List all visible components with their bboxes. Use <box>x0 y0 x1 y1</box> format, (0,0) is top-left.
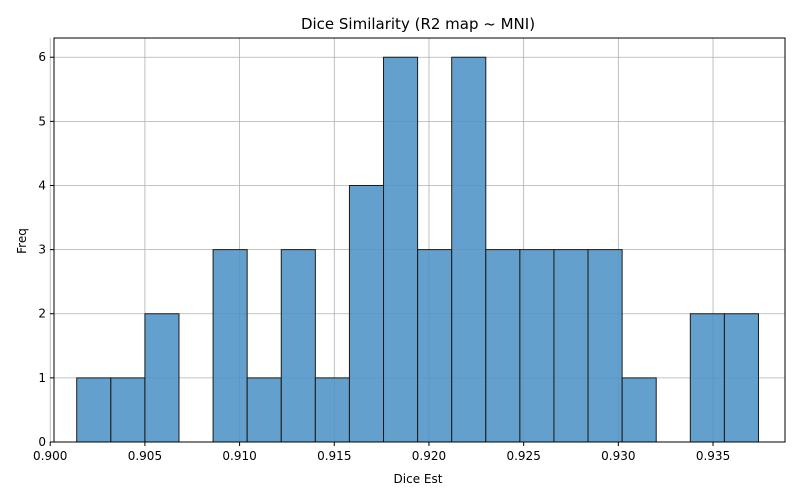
x-tick-label-4: 0.920 <box>412 449 446 463</box>
x-tick-label-2: 0.910 <box>222 449 256 463</box>
x-axis-label: Dice Est <box>394 472 443 486</box>
y-tick-label-0: 0 <box>38 435 46 449</box>
x-tick-label-3: 0.915 <box>317 449 351 463</box>
histogram-bar-16 <box>621 377 657 443</box>
histogram-bar-14 <box>553 249 589 443</box>
y-tick-label-4: 4 <box>38 178 46 192</box>
y-tick-label-1: 1 <box>38 371 46 385</box>
x-tick-label-6: 0.930 <box>601 449 635 463</box>
histogram-bar-15 <box>587 249 623 443</box>
x-tick-label-5: 0.925 <box>506 449 540 463</box>
y-axis-label: Freq <box>15 228 29 254</box>
histogram-bar-12 <box>485 249 521 443</box>
x-axis-ticks: 0.900 0.905 0.910 0.915 0.920 0.925 0.930 0.935 <box>33 442 730 463</box>
histogram-bar-4 <box>212 249 248 443</box>
histogram-bar-0 <box>76 377 112 443</box>
histogram-bar-8 <box>348 184 385 443</box>
histogram-bar-6 <box>280 249 316 443</box>
chart-title: Dice Similarity (R2 map ~ MNI) <box>301 15 535 33</box>
histogram-bar-11 <box>451 56 487 443</box>
histogram-bar-13 <box>519 249 555 443</box>
histogram-bar-2 <box>144 313 180 443</box>
histogram-bar-18 <box>689 313 725 443</box>
histogram-bar-19 <box>723 313 759 443</box>
histogram-bar-1 <box>110 377 146 443</box>
y-tick-label-3: 3 <box>38 243 46 257</box>
x-tick-label-7: 0.935 <box>696 449 730 463</box>
histogram-bars <box>76 56 759 443</box>
x-tick-label-1: 0.905 <box>128 449 162 463</box>
y-tick-label-6: 6 <box>38 50 46 64</box>
histogram-bar-10 <box>417 249 453 443</box>
x-tick-label-0: 0.900 <box>33 449 67 463</box>
y-tick-label-2: 2 <box>38 307 46 321</box>
histogram-bar-9 <box>383 56 419 443</box>
y-tick-label-5: 5 <box>38 114 46 128</box>
y-axis-ticks: 0 1 2 3 4 5 6 <box>38 50 54 449</box>
histogram-bar-7 <box>314 377 350 443</box>
histogram-bar-5 <box>246 377 282 443</box>
plot-frame <box>53 37 786 443</box>
